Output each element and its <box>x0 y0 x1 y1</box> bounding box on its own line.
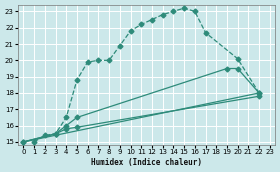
X-axis label: Humidex (Indice chaleur): Humidex (Indice chaleur) <box>91 158 202 167</box>
